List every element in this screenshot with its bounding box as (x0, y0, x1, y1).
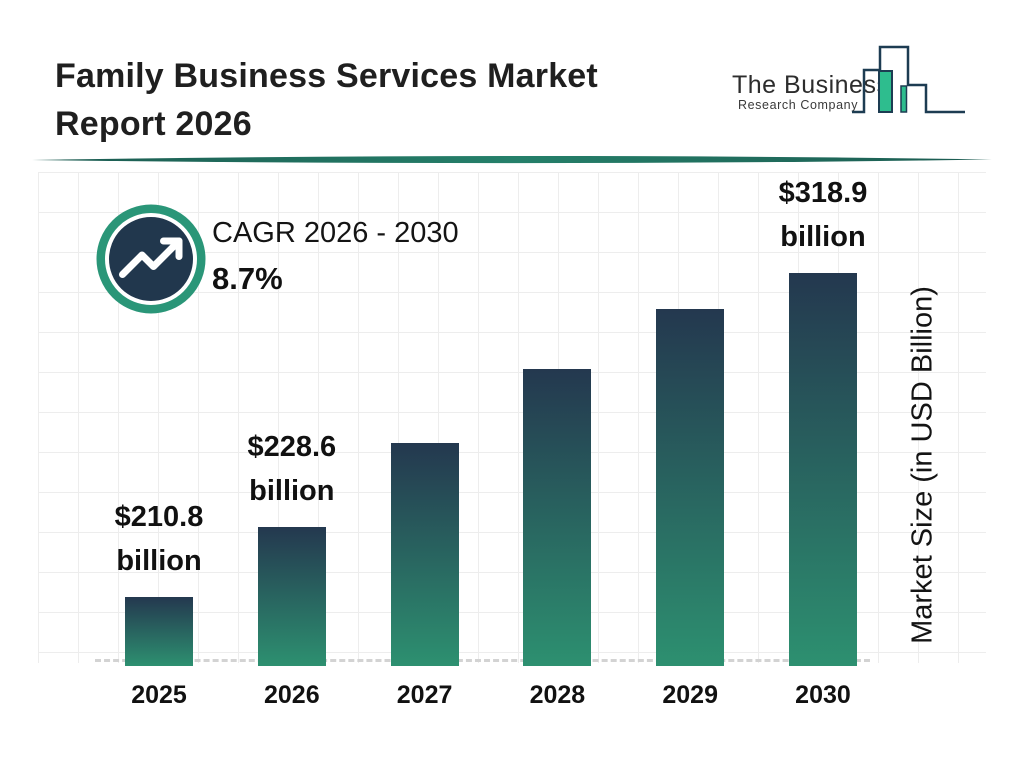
bar-column-2028: 2028 (523, 273, 592, 709)
bar-column-2029: 2029 (656, 273, 725, 709)
bar-value-unit: billion (780, 221, 866, 253)
x-axis-label-2029: 2029 (662, 681, 718, 709)
x-axis-baseline (95, 659, 870, 662)
bar-value-unit: billion (249, 475, 335, 507)
x-axis-label-2025: 2025 (131, 681, 187, 709)
x-axis-label-2026: 2026 (263, 681, 320, 709)
bar-value-label-2025: $210.8 billion (39, 495, 279, 583)
bar-chart-logo-icon (852, 45, 965, 114)
bar-2030 (788, 273, 857, 666)
bar-column-2025: $210.8 billion 2025 (115, 273, 204, 709)
cagr-value: 8.7% (212, 261, 283, 296)
company-logo: The Business Research Company (726, 40, 994, 120)
bar-value-unit: billion (116, 545, 202, 577)
bar-2029 (656, 309, 725, 666)
bar-value-label-2030: $318.9 billion (703, 171, 943, 259)
cagr-period-label: CAGR 2026 - 2030 (212, 217, 459, 249)
trending-up-icon (96, 204, 206, 314)
page-title-line1: Family Business Services Market (55, 57, 598, 95)
bar-group: $210.8 billion 2025 $228.6 billion 2026 2027 20… (115, 177, 868, 709)
bar-2025 (125, 597, 193, 666)
bar-column-2027: 2027 (390, 273, 459, 709)
y-axis-title: Market Size (in USD Billion) (906, 286, 939, 644)
x-axis-label-2030: 2030 (795, 681, 851, 709)
bar-column-2026: $228.6 billion 2026 (247, 273, 336, 709)
bar-value-label-2026: $228.6 billion (172, 425, 412, 513)
page-title-line2: Report 2026 (55, 105, 252, 143)
x-axis-label-2027: 2027 (396, 681, 453, 709)
logo-company-subname: Research Company (738, 98, 859, 112)
bar-value-amount: $228.6 (247, 431, 337, 463)
logo-company-name: The Business (732, 71, 890, 99)
header-divider (32, 155, 992, 164)
x-axis-label-2028: 2028 (529, 681, 586, 709)
bar-2028 (523, 369, 592, 666)
bar-value-amount: $318.9 (778, 177, 868, 209)
page-title: Family Business Services Market Report 2… (55, 52, 598, 148)
bar-value-amount: $210.8 (114, 501, 204, 533)
bar-column-2030: $318.9 billion 2030 (779, 177, 868, 709)
bar-2026 (257, 527, 326, 666)
bar-2027 (390, 443, 459, 666)
